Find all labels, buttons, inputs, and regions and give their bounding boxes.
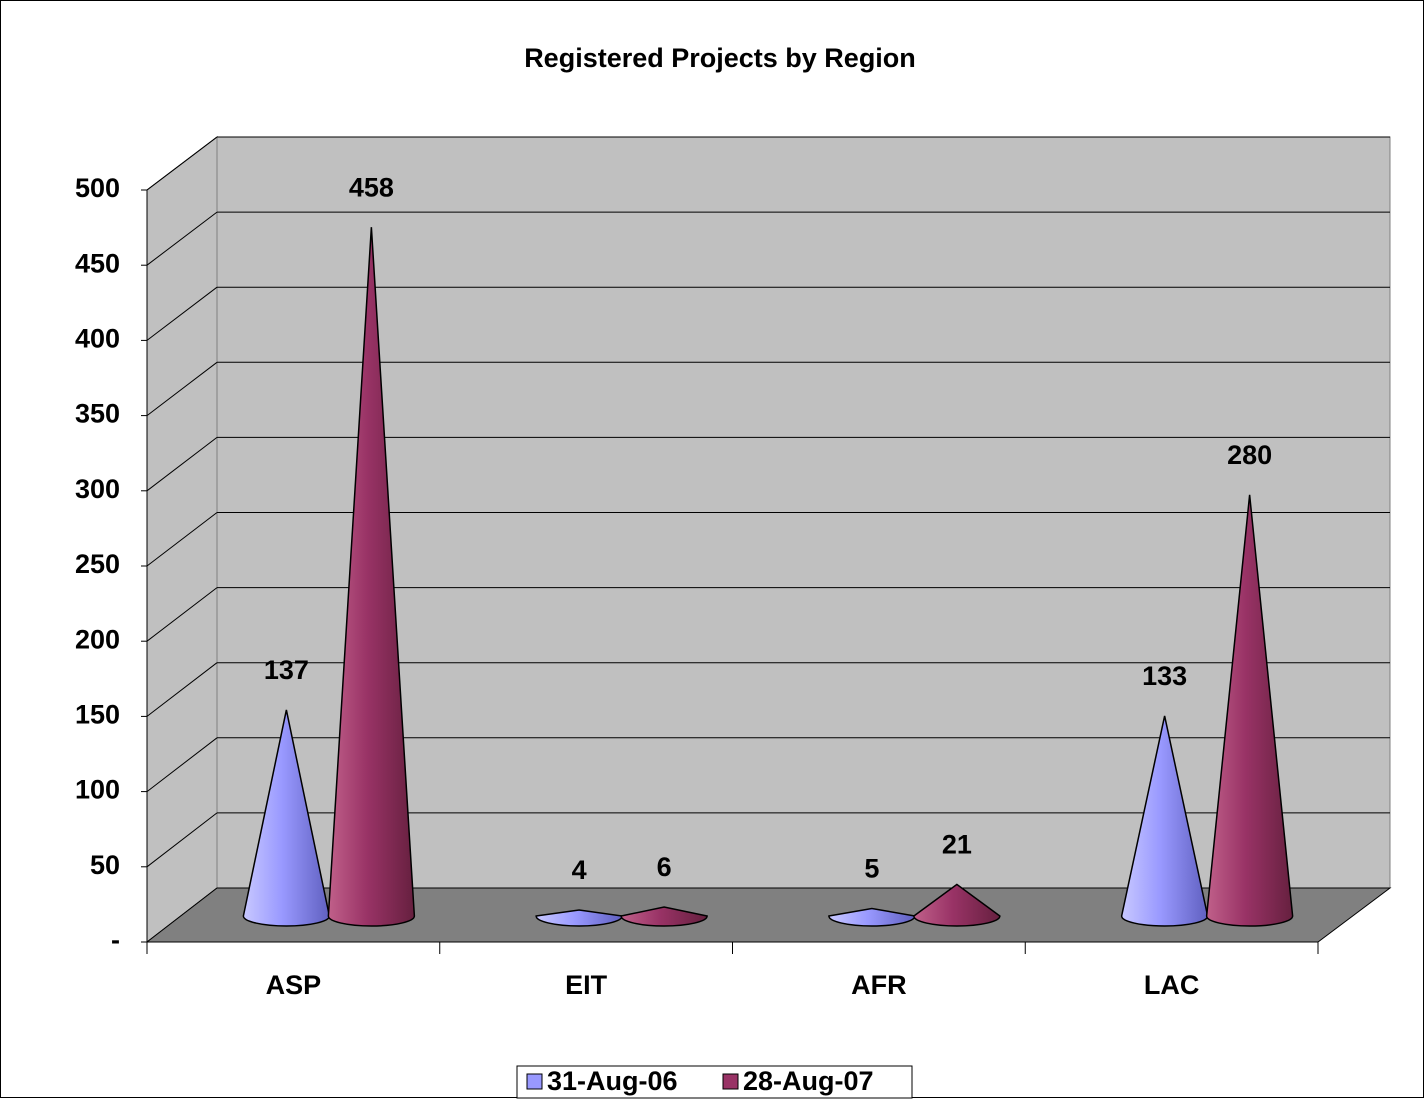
y-tick-label: 400 <box>75 324 120 354</box>
x-tick-label: EIT <box>565 970 608 1000</box>
value-label: 280 <box>1227 440 1272 470</box>
cone <box>913 883 1001 927</box>
value-label: 5 <box>864 854 879 884</box>
grid-line <box>146 211 218 266</box>
cone <box>242 709 331 927</box>
x-tick-label: LAC <box>1144 970 1200 1000</box>
value-label: 6 <box>657 852 672 882</box>
value-label: 21 <box>942 830 972 860</box>
grid-line <box>146 136 218 191</box>
chart-title: Registered Projects by Region <box>524 43 916 73</box>
value-label: 133 <box>1142 661 1187 691</box>
y-tick-label: 250 <box>75 549 120 579</box>
cone <box>327 227 416 927</box>
y-tick-label: 350 <box>75 399 120 429</box>
y-tick-label: 300 <box>75 474 120 504</box>
y-tick-label: 450 <box>75 248 120 278</box>
grid-line <box>146 812 218 868</box>
y-tick-label: 500 <box>75 173 120 203</box>
plot: - 50 100 150 200 250 300 350 400 450 500 ASP 137 458 E… <box>75 136 1390 1000</box>
grid-line <box>146 286 218 341</box>
cone <box>620 906 708 927</box>
y-tick-label: - <box>111 925 120 955</box>
cone <box>1205 494 1294 927</box>
y-tick-label: 150 <box>75 700 120 730</box>
grid-line <box>146 737 218 792</box>
y-tick-label: 50 <box>90 850 120 880</box>
grid-line <box>146 662 218 717</box>
value-label: 458 <box>349 172 394 202</box>
x-tick-label: AFR <box>851 970 907 1000</box>
grid-line <box>146 361 218 416</box>
legend-swatch <box>722 1073 739 1090</box>
y-tick-label: 200 <box>75 624 120 654</box>
x-tick-label: ASP <box>266 970 322 1000</box>
grid-line <box>146 437 218 492</box>
legend-label: 31-Aug-06 <box>547 1066 678 1096</box>
value-label: 137 <box>264 655 309 685</box>
cone <box>828 907 916 927</box>
legend <box>516 1065 913 1099</box>
legend-swatch <box>526 1073 543 1090</box>
grid-line <box>146 587 218 642</box>
cone <box>535 909 623 927</box>
legend-label: 28-Aug-07 <box>743 1066 874 1096</box>
y-tick-label: 100 <box>75 775 120 805</box>
cone <box>1120 715 1209 927</box>
grid-line <box>146 512 218 567</box>
value-label: 4 <box>572 855 587 885</box>
